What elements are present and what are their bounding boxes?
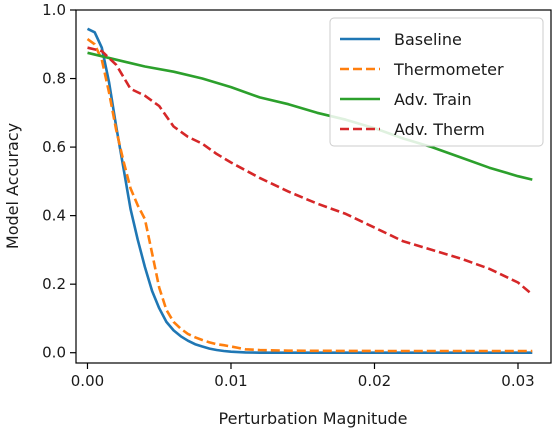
x-tick-label: 0.01: [214, 372, 247, 390]
x-axis: 0.00 0.01 0.02 0.03: [71, 363, 535, 390]
y-tick-label: 0.6: [42, 138, 66, 156]
legend-box: [329, 17, 544, 147]
legend-label: Baseline: [394, 30, 462, 49]
x-tick-label: 0.00: [71, 372, 104, 390]
y-tick-label: 0.8: [42, 70, 66, 88]
y-axis: 0.0 0.2 0.4 0.6 0.8 1.0: [42, 1, 76, 362]
series-line-adv-train: [87, 51, 533, 181]
axes-frame: [75, 9, 552, 364]
y-tick-label: 0.4: [42, 207, 66, 225]
series-line-thermometer: [86, 38, 533, 353]
y-tick-label: 1.0: [42, 1, 66, 19]
series-line-baseline: [86, 27, 533, 355]
y-tick-label: 0.2: [42, 275, 66, 293]
legend-label: Adv. Train: [394, 90, 472, 109]
legend-label: Thermometer: [393, 60, 504, 79]
series-line-adv-therm: [87, 46, 534, 296]
x-tick-label: 0.02: [358, 372, 391, 390]
x-tick-label: 0.03: [501, 372, 534, 390]
y-axis-label: Model Accuracy: [3, 123, 22, 249]
y-tick-label: 0.0: [42, 344, 66, 362]
plot-content: [86, 27, 534, 355]
legend-label: Adv. Therm: [394, 120, 485, 139]
legend: Baseline Thermometer Adv. Train Adv. Therm: [329, 17, 544, 147]
x-axis-label: Perturbation Magnitude: [219, 409, 408, 428]
